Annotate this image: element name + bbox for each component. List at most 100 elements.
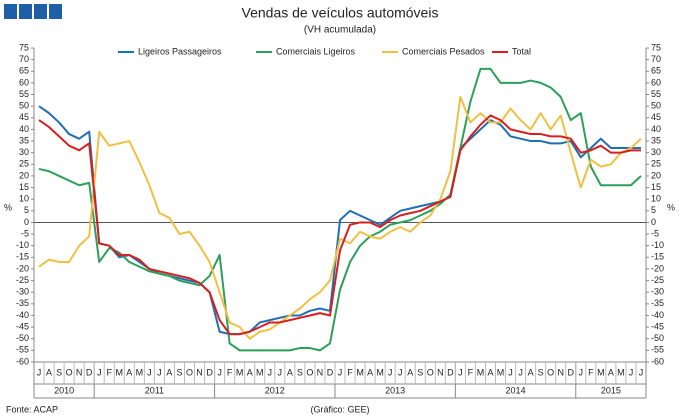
x-tick-label: F: [106, 367, 112, 377]
x-tick-label: N: [317, 367, 324, 377]
y2-tick-label: -35: [651, 298, 664, 308]
x-tick-label: M: [477, 367, 485, 377]
y-tick-label: 5: [24, 205, 29, 215]
x-tick-label: O: [186, 367, 193, 377]
y-axis-label: %: [4, 202, 12, 212]
y-tick-label: 50: [19, 101, 29, 111]
legend-label: Total: [512, 46, 531, 56]
y-tick-label: -40: [16, 310, 29, 320]
x-tick-label: M: [256, 367, 264, 377]
year-label: 2014: [506, 385, 526, 395]
y2-tick-label: 35: [651, 135, 661, 145]
y2-tick-label: 25: [651, 159, 661, 169]
y-tick-label: 70: [19, 54, 29, 64]
x-tick-label: N: [76, 367, 83, 377]
y-tick-label: -10: [16, 240, 29, 250]
x-tick-label: S: [297, 367, 303, 377]
x-tick-label: F: [347, 367, 353, 377]
y2-tick-label: -10: [651, 240, 664, 250]
y2-tick-label: 30: [651, 147, 661, 157]
y2-tick-label: -30: [651, 287, 664, 297]
x-tick-label: J: [97, 367, 102, 377]
y2-axis-label: %: [667, 202, 675, 212]
x-tick-label: A: [126, 367, 132, 377]
y2-tick-label: 75: [651, 42, 661, 52]
y-tick-label: 40: [19, 124, 29, 134]
x-tick-label: A: [528, 367, 534, 377]
y-tick-label: 55: [19, 89, 29, 99]
series-line: [38, 114, 641, 336]
x-tick-label: J: [388, 367, 393, 377]
y-tick-label: -35: [16, 298, 29, 308]
y2-tick-label: -15: [651, 252, 664, 262]
legend-label: Ligeiros Passageiros: [138, 46, 222, 56]
x-tick-label: O: [66, 367, 73, 377]
y2-tick-label: -50: [651, 333, 664, 343]
x-tick-label: M: [376, 367, 384, 377]
year-label: 2013: [385, 385, 405, 395]
x-tick-label: A: [46, 367, 52, 377]
y-tick-label: -25: [16, 275, 29, 285]
y-tick-label: 65: [19, 66, 29, 76]
x-tick-label: S: [176, 367, 182, 377]
x-tick-label: N: [437, 367, 444, 377]
x-tick-label: A: [487, 367, 493, 377]
x-tick-label: M: [116, 367, 124, 377]
x-tick-label: A: [287, 367, 293, 377]
x-tick-label: J: [398, 367, 403, 377]
y2-tick-label: 10: [651, 194, 661, 204]
y-tick-label: 10: [19, 194, 29, 204]
y-tick-label: 25: [19, 159, 29, 169]
y2-tick-label: -60: [651, 356, 664, 366]
y2-tick-label: 40: [651, 124, 661, 134]
x-tick-label: N: [196, 367, 203, 377]
y2-tick-label: 20: [651, 170, 661, 180]
y-tick-label: -60: [16, 356, 29, 366]
x-tick-label: A: [166, 367, 172, 377]
y-tick-label: 30: [19, 147, 29, 157]
x-tick-label: D: [447, 367, 454, 377]
y2-tick-label: -45: [651, 321, 664, 331]
x-tick-label: D: [206, 367, 213, 377]
y2-tick-label: 0: [651, 217, 656, 227]
x-tick-label: D: [568, 367, 575, 377]
logo-square: [19, 4, 32, 19]
logo-square: [49, 4, 62, 19]
y2-tick-label: -40: [651, 310, 664, 320]
x-tick-label: M: [617, 367, 625, 377]
year-label: 2011: [145, 385, 164, 395]
x-tick-label: M: [236, 367, 244, 377]
x-tick-label: F: [227, 367, 233, 377]
x-tick-label: M: [597, 367, 605, 377]
x-tick-label: F: [468, 367, 474, 377]
chart-subtitle: (VH acumulada): [304, 25, 376, 36]
credit: (Gráfico: GEE): [310, 404, 369, 414]
y2-tick-label: 60: [651, 77, 661, 87]
y-tick-label: 20: [19, 170, 29, 180]
x-tick-label: M: [497, 367, 505, 377]
x-tick-label: J: [338, 367, 343, 377]
y-tick-label: -15: [16, 252, 29, 262]
x-tick-label: J: [278, 367, 283, 377]
year-label: 2010: [54, 385, 74, 395]
x-tick-label: N: [557, 367, 564, 377]
series-line: [38, 67, 642, 352]
legend-label: Comerciais Pesados: [402, 46, 485, 56]
x-tick-label: J: [268, 367, 273, 377]
x-tick-label: A: [247, 367, 253, 377]
y-tick-label: 45: [19, 112, 29, 122]
chart-title: Vendas de veículos automóveis: [242, 5, 439, 21]
y2-tick-label: 15: [651, 182, 661, 192]
logo-square: [34, 4, 47, 19]
y-tick-label: 0: [24, 217, 29, 227]
year-label: 2012: [265, 385, 285, 395]
x-tick-label: J: [629, 367, 634, 377]
y2-tick-label: 45: [651, 112, 661, 122]
y2-tick-label: 50: [651, 101, 661, 111]
x-tick-label: A: [367, 367, 373, 377]
x-tick-label: F: [588, 367, 594, 377]
x-tick-label: D: [327, 367, 334, 377]
y2-tick-label: 55: [651, 89, 661, 99]
y-tick-label: 35: [19, 135, 29, 145]
